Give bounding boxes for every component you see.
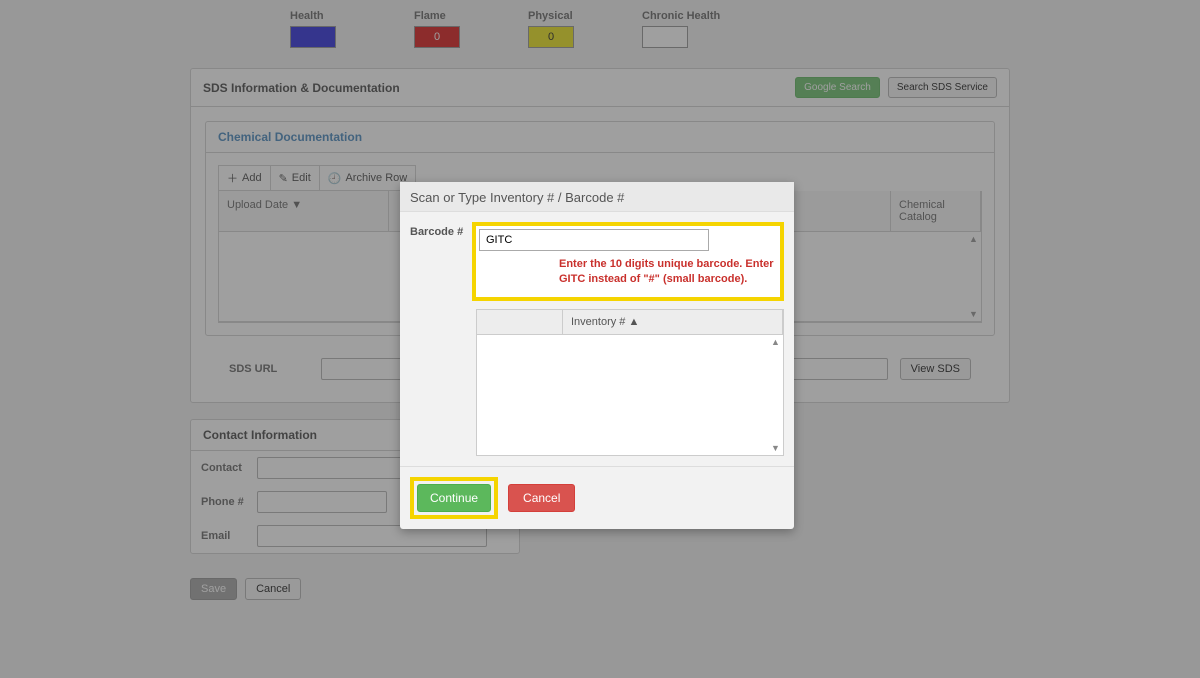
barcode-label: Barcode # bbox=[410, 222, 466, 238]
inv-scrollbar[interactable]: ▲ ▼ bbox=[771, 337, 781, 453]
inventory-table-body: ▲ ▼ bbox=[477, 335, 783, 455]
continue-button[interactable]: Continue bbox=[417, 484, 491, 512]
continue-highlight: Continue bbox=[410, 477, 498, 519]
modal-title: Scan or Type Inventory # / Barcode # bbox=[400, 182, 794, 212]
scroll-up-icon: ▲ bbox=[771, 337, 781, 347]
barcode-input[interactable] bbox=[479, 229, 709, 251]
modal-footer: Continue Cancel bbox=[400, 466, 794, 529]
inventory-table: Inventory # ▲ ▲ ▼ bbox=[476, 309, 784, 456]
scroll-down-icon: ▼ bbox=[771, 443, 781, 453]
barcode-hint: Enter the 10 digits unique barcode. Ente… bbox=[479, 251, 777, 294]
barcode-modal: Scan or Type Inventory # / Barcode # Bar… bbox=[400, 182, 794, 529]
modal-body: Barcode # Enter the 10 digits unique bar… bbox=[400, 212, 794, 466]
inv-col-blank bbox=[477, 310, 563, 334]
inventory-table-head: Inventory # ▲ bbox=[477, 310, 783, 335]
inv-col-inventory[interactable]: Inventory # ▲ bbox=[563, 310, 783, 334]
barcode-highlight: Enter the 10 digits unique barcode. Ente… bbox=[472, 222, 784, 301]
modal-cancel-button[interactable]: Cancel bbox=[508, 484, 575, 512]
barcode-section: Barcode # Enter the 10 digits unique bar… bbox=[410, 222, 784, 301]
